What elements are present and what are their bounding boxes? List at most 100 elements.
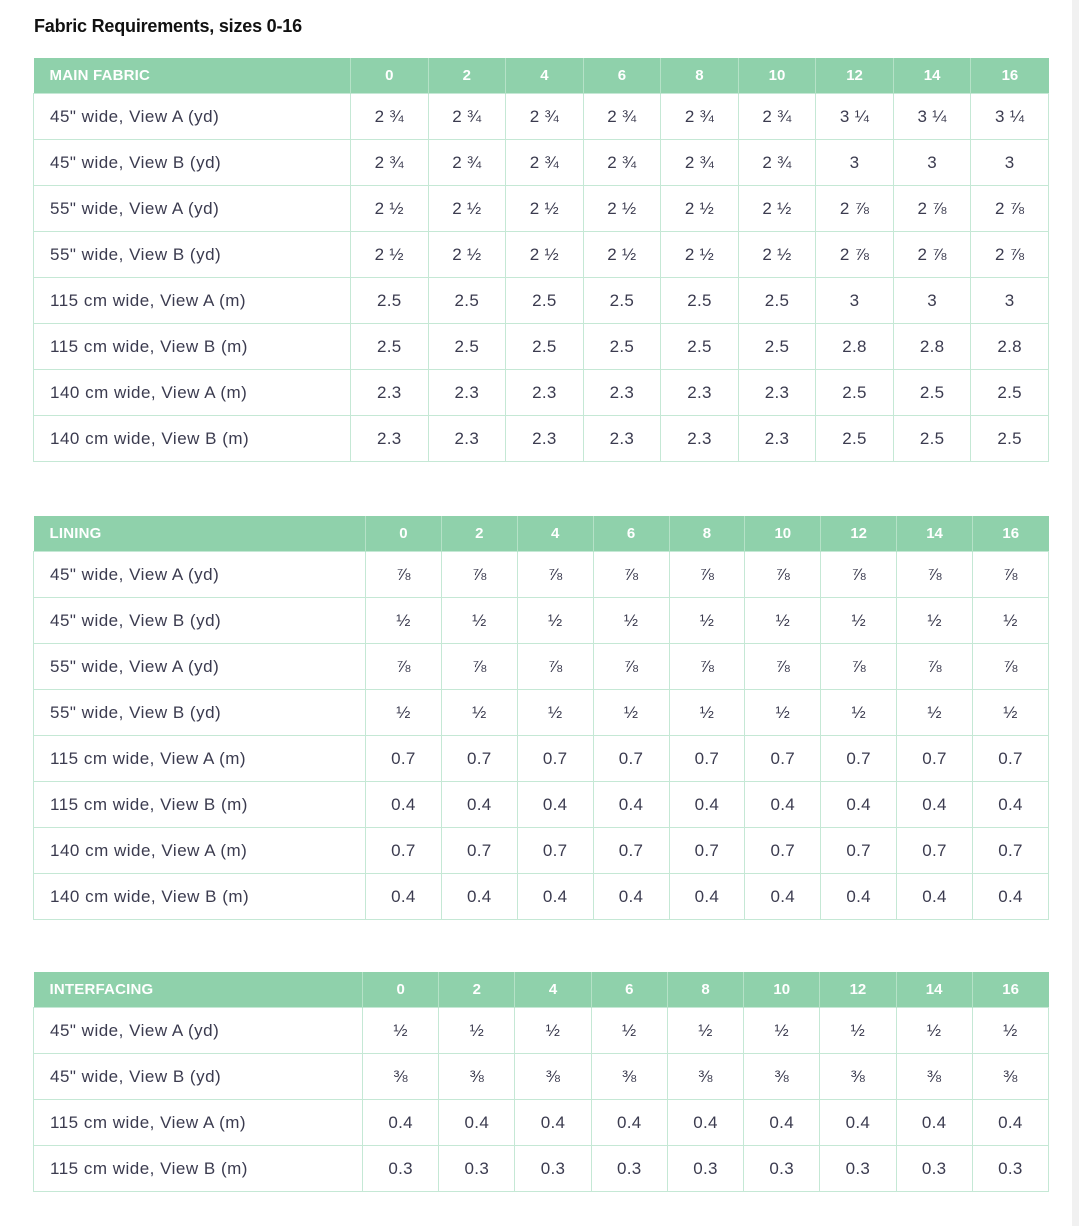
table-cell: ½ <box>743 1007 821 1054</box>
table-cell: ½ <box>365 689 442 736</box>
table-cell: 2 ½ <box>427 185 507 232</box>
table-cell: ⅞ <box>668 551 746 598</box>
scrollbar[interactable] <box>1072 0 1079 1226</box>
table-cell: ½ <box>365 597 442 644</box>
table-cell: ½ <box>896 597 973 644</box>
table-cell: 0.4 <box>820 781 898 828</box>
table-cell: 2 ¾ <box>582 139 662 186</box>
table-cell: 2 ⅞ <box>892 231 972 278</box>
table-cell: 2.5 <box>892 369 972 416</box>
table-cell: ⅞ <box>744 551 822 598</box>
table-row: 115 cm wide, View B (m) 0.3 0.3 0.3 0.3 0.3 0.… <box>33 1145 1050 1192</box>
row-label: 45" wide, View B (yd) <box>33 1053 363 1100</box>
table-cell: ½ <box>972 689 1049 736</box>
page-title: Fabric Requirements, sizes 0-16 <box>34 16 302 36</box>
size-column-header: 6 <box>590 972 668 1008</box>
table-cell: 0.4 <box>666 1099 745 1146</box>
table-cell: 2 ½ <box>582 231 662 278</box>
table-cell: ⅞ <box>820 643 898 690</box>
table-cell: 0.7 <box>440 735 518 782</box>
table-cell: 2.5 <box>660 277 739 324</box>
row-label: 45" wide, View A (yd) <box>33 551 366 598</box>
size-column-header: 14 <box>892 58 971 94</box>
table-cell: 0.3 <box>514 1145 592 1192</box>
table-cell: 2.3 <box>427 415 507 462</box>
table-cell: 0.4 <box>592 873 670 920</box>
main-fabric-table: MAIN FABRIC 0 2 4 6 8 10 12 14 16 45" wide, View A… <box>33 58 1049 462</box>
table-cell: 0.4 <box>895 1099 973 1146</box>
table-cell: ⅜ <box>971 1053 1050 1100</box>
table-header-row: INTERFACING 0 2 4 6 8 10 12 14 16 <box>33 972 1049 1008</box>
size-column-header: 10 <box>737 58 816 94</box>
table-cell: 2.5 <box>660 323 739 370</box>
interfacing-table: INTERFACING 0 2 4 6 8 10 12 14 16 45" wide, View A… <box>33 972 1050 1192</box>
table-cell: 2 ½ <box>505 231 584 278</box>
table-cell: 2 ½ <box>582 185 662 232</box>
table-cell: 2.3 <box>737 369 817 416</box>
table-cell: 0.4 <box>365 781 442 828</box>
size-column-header: 8 <box>660 58 739 94</box>
table-cell: 2.5 <box>505 323 584 370</box>
table-row: 115 cm wide, View A (m) 0.4 0.4 0.4 0.4 0.4 0.… <box>33 1099 1050 1146</box>
table-cell: 2 ¾ <box>660 139 739 186</box>
size-column-header: 8 <box>668 516 745 552</box>
table-cell: 0.3 <box>895 1145 973 1192</box>
table-cell: ⅜ <box>819 1053 897 1100</box>
table-cell: 0.4 <box>668 873 746 920</box>
table-cell: 2 ¾ <box>427 139 507 186</box>
table-cell: ⅞ <box>516 551 594 598</box>
table-header-row: MAIN FABRIC 0 2 4 6 8 10 12 14 16 <box>33 58 1049 94</box>
size-column-header: 14 <box>896 516 973 552</box>
table-cell: 2.3 <box>660 369 739 416</box>
table-cell: 0.7 <box>972 735 1049 782</box>
size-column-header: 12 <box>819 972 897 1008</box>
table-cell: ½ <box>820 689 898 736</box>
table-cell: 3 <box>970 139 1049 186</box>
table-heading: MAIN FABRIC <box>33 58 351 94</box>
table-cell: 0.4 <box>972 781 1049 828</box>
table-cell: 2.5 <box>582 323 662 370</box>
table-cell: 2.3 <box>505 369 584 416</box>
table-cell: ½ <box>895 1007 973 1054</box>
size-column-header: 14 <box>895 972 973 1008</box>
table-cell: ½ <box>361 1007 440 1054</box>
table-cell: 2.3 <box>737 415 817 462</box>
table-cell: ⅞ <box>440 643 518 690</box>
size-column-header: 8 <box>666 972 744 1008</box>
table-cell: 2.5 <box>350 277 429 324</box>
table-cell: 2 ⅞ <box>892 185 972 232</box>
table-cell: ⅞ <box>592 551 670 598</box>
table-cell: 0.4 <box>744 873 822 920</box>
size-column-header: 6 <box>592 516 669 552</box>
table-header-row: LINING 0 2 4 6 8 10 12 14 16 <box>33 516 1049 552</box>
table-cell: ⅜ <box>514 1053 592 1100</box>
table-cell: 2 ½ <box>350 231 429 278</box>
table-cell: 2.3 <box>427 369 507 416</box>
table-cell: ⅜ <box>743 1053 821 1100</box>
table-cell: ⅞ <box>896 643 973 690</box>
table-cell: 2.5 <box>970 369 1049 416</box>
table-cell: 3 <box>970 277 1049 324</box>
table-cell: ⅞ <box>516 643 594 690</box>
table-cell: 0.4 <box>514 1099 592 1146</box>
table-cell: 0.4 <box>590 1099 668 1146</box>
table-cell: 2.5 <box>582 277 662 324</box>
table-cell: 0.3 <box>438 1145 516 1192</box>
table-cell: 0.7 <box>592 735 670 782</box>
table-cell: ½ <box>896 689 973 736</box>
table-cell: ½ <box>516 689 594 736</box>
table-cell: 2 ⅞ <box>970 185 1049 232</box>
table-cell: ½ <box>592 689 670 736</box>
table-cell: 2 ½ <box>660 231 739 278</box>
table-cell: ½ <box>819 1007 897 1054</box>
table-cell: 2 ¾ <box>505 93 584 140</box>
table-cell: 0.4 <box>896 781 973 828</box>
table-cell: 0.4 <box>438 1099 516 1146</box>
table-cell: ½ <box>440 597 518 644</box>
table-cell: 0.3 <box>743 1145 821 1192</box>
table-cell: 2.5 <box>350 323 429 370</box>
row-label: 115 cm wide, View A (m) <box>33 735 366 782</box>
size-column-header: 12 <box>820 516 897 552</box>
